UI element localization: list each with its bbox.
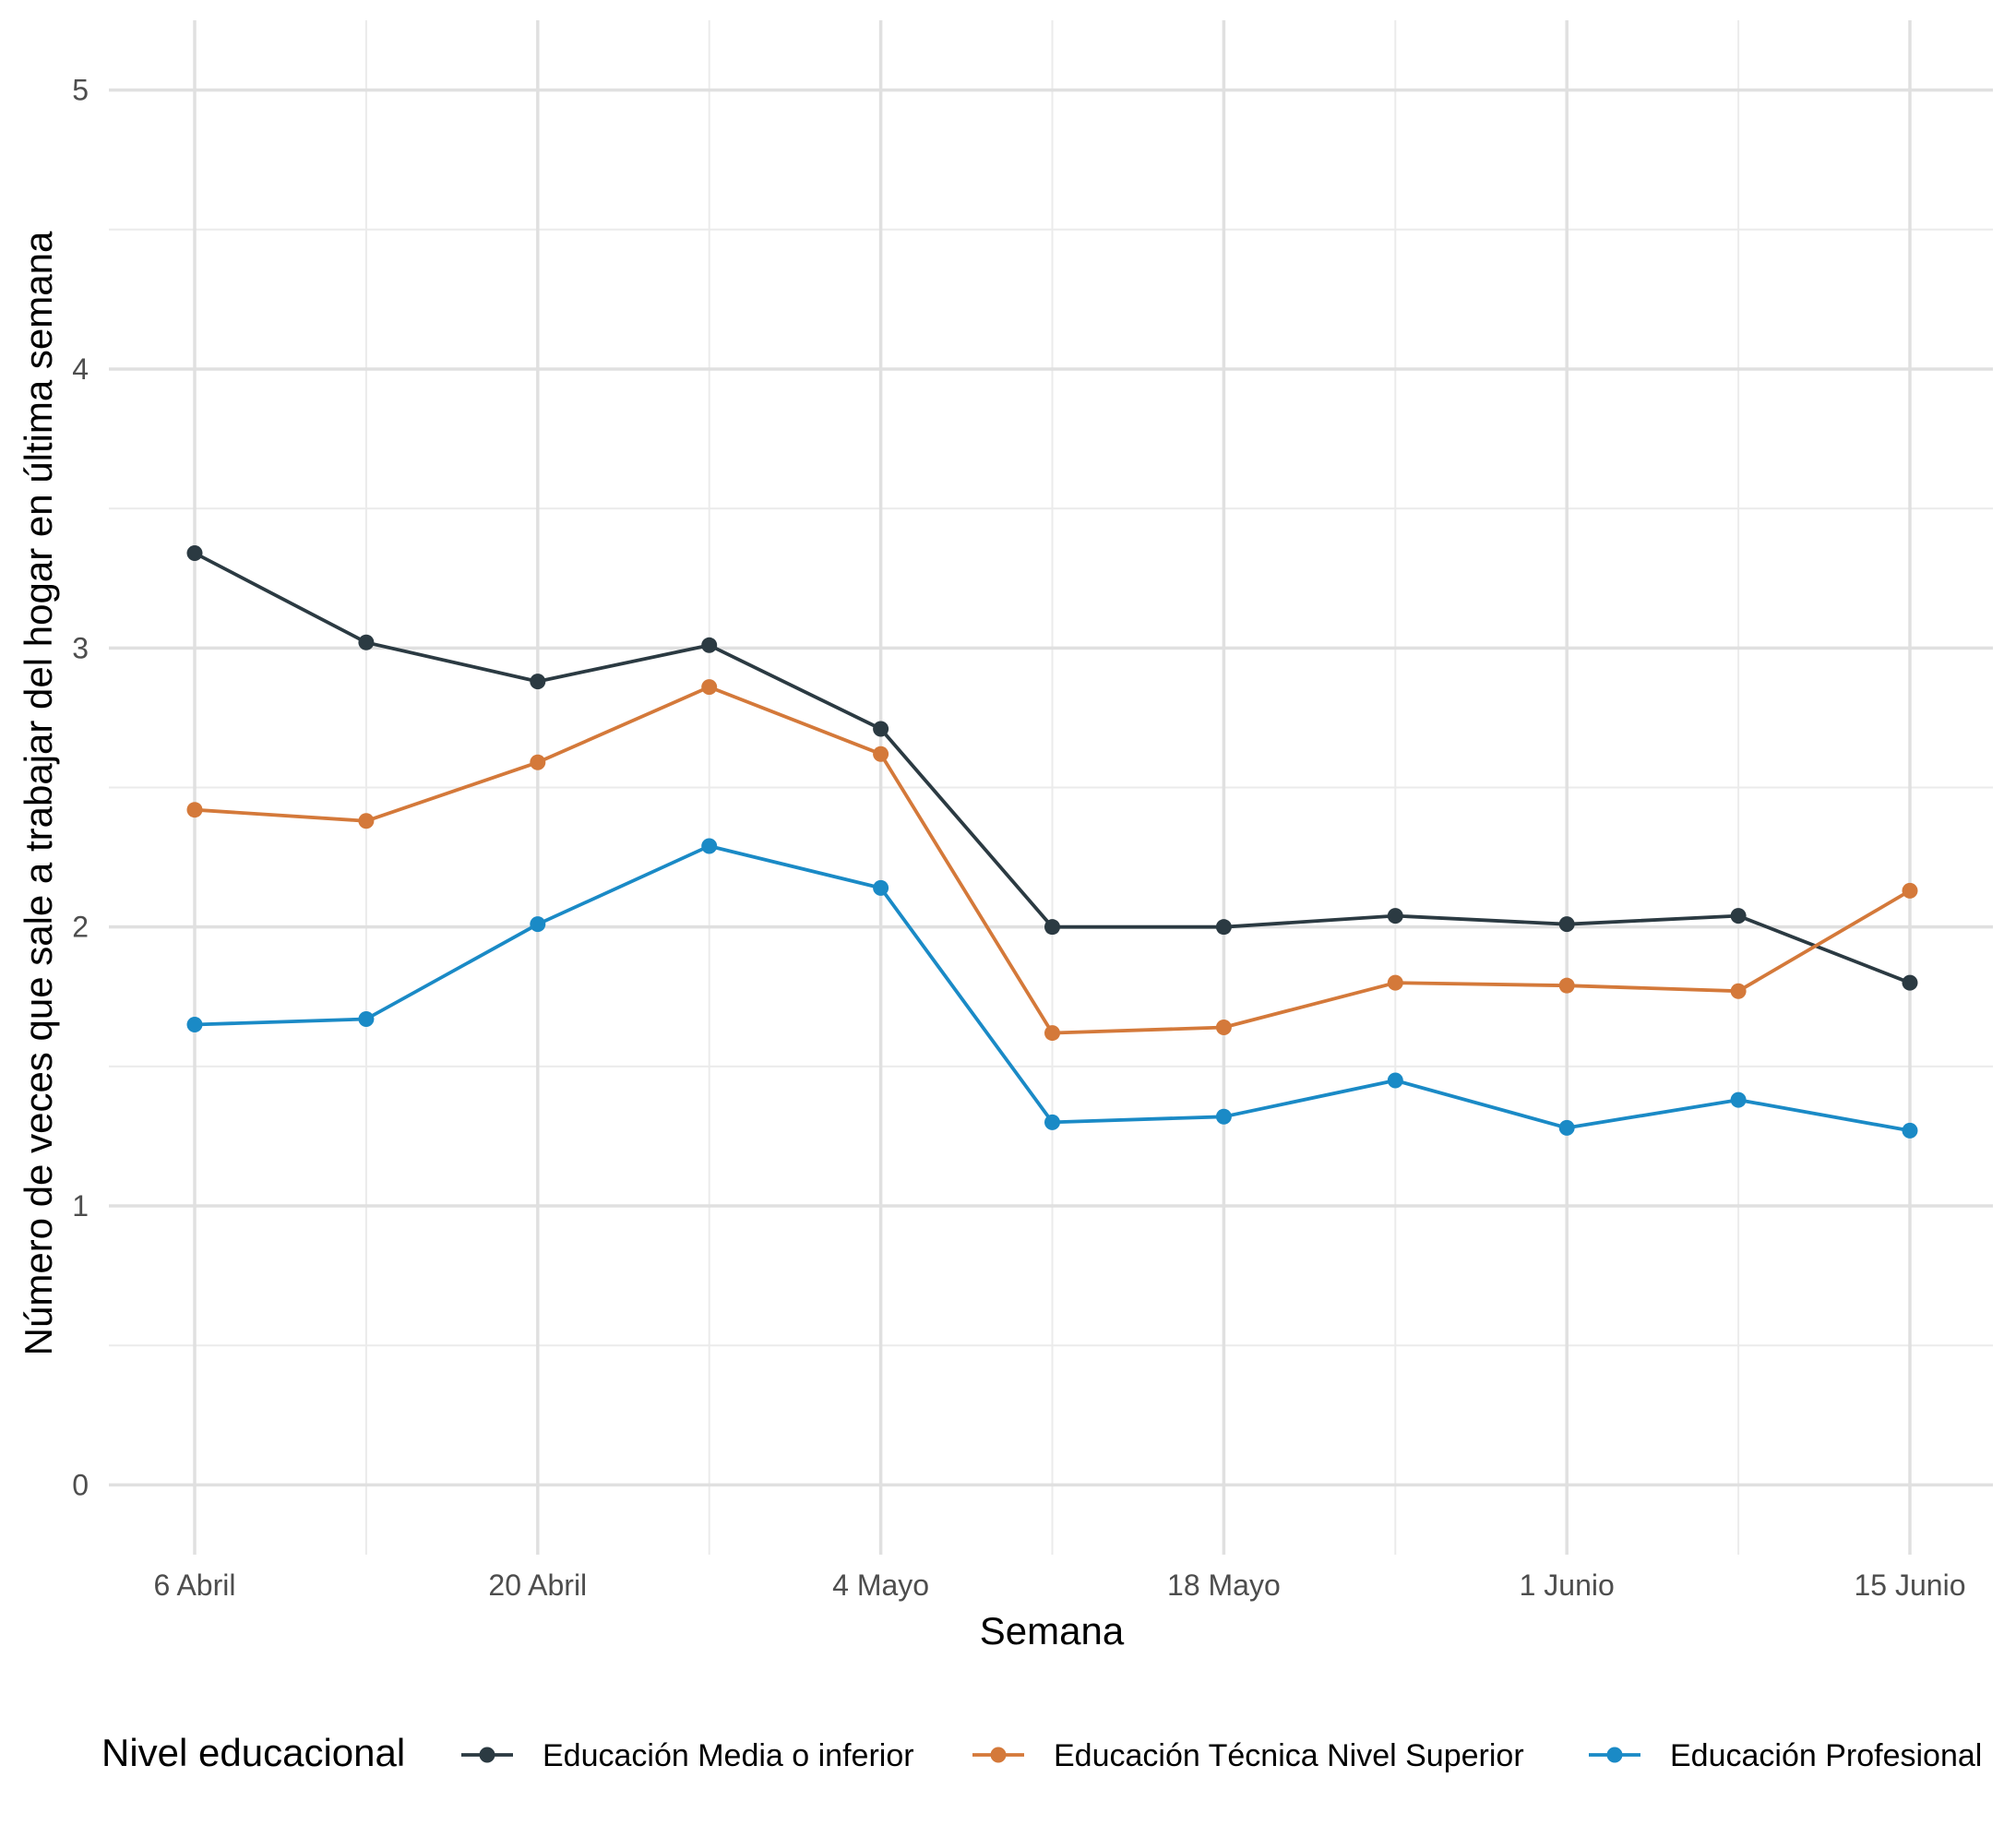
data-point — [1044, 919, 1060, 936]
data-point — [873, 746, 889, 762]
x-axis-title: Semana — [980, 1609, 1125, 1652]
data-point — [701, 838, 718, 854]
legend-item: Educación Técnica Nivel Superior — [972, 1738, 1524, 1773]
data-point — [1558, 977, 1575, 994]
data-point — [1215, 1020, 1232, 1036]
y-axis-tick-labels: 0 1 2 3 4 5 — [72, 74, 89, 1502]
data-point — [1215, 1108, 1232, 1125]
x-tick-label: 1 Junio — [1520, 1569, 1615, 1602]
data-point — [1387, 1072, 1403, 1089]
x-tick-label: 4 Mayo — [832, 1569, 929, 1602]
legend-item: Educación Media o inferior — [461, 1738, 914, 1773]
data-point — [186, 802, 203, 818]
x-tick-label: 15 Junio — [1855, 1569, 1966, 1602]
legend-items: Educación Media o inferior Educación Técn… — [461, 1738, 1982, 1773]
data-point — [186, 545, 203, 562]
data-point — [873, 879, 889, 896]
data-point — [1558, 1119, 1575, 1136]
legend-label: Educación Técnica Nivel Superior — [1054, 1738, 1524, 1773]
data-point — [1044, 1114, 1060, 1130]
legend-key-point — [990, 1747, 1007, 1763]
x-tick-label: 20 Abril — [488, 1569, 587, 1602]
x-tick-label: 18 Mayo — [1167, 1569, 1281, 1602]
data-point — [701, 637, 718, 653]
data-point — [1730, 983, 1747, 999]
y-tick-label: 2 — [72, 911, 89, 944]
data-point — [1044, 1025, 1060, 1042]
y-tick-label: 4 — [72, 352, 89, 386]
data-point — [186, 1017, 203, 1033]
legend-key-point — [479, 1747, 495, 1763]
data-point — [530, 674, 546, 690]
data-point — [1387, 908, 1403, 924]
y-tick-label: 0 — [72, 1468, 89, 1501]
series-points — [186, 545, 1918, 1139]
x-tick-label: 6 Abril — [154, 1569, 236, 1602]
legend: Nivel educacional Educación Media o infe… — [101, 1731, 1982, 1774]
legend-item: Educación Profesional — [1589, 1738, 1982, 1773]
minor-gridlines — [109, 20, 1993, 1555]
data-point — [358, 634, 375, 650]
data-point — [1730, 908, 1747, 924]
data-point — [1730, 1091, 1747, 1108]
x-axis-tick-labels: 6 Abril 20 Abril 4 Mayo 18 Mayo 1 Junio 15 Ju… — [154, 1569, 1966, 1602]
y-tick-label: 1 — [72, 1189, 89, 1223]
legend-label: Educación Media o inferior — [543, 1738, 914, 1773]
data-point — [358, 1010, 375, 1027]
data-point — [530, 754, 546, 770]
data-point — [873, 721, 889, 737]
y-tick-label: 3 — [72, 631, 89, 664]
data-point — [1215, 919, 1232, 936]
legend-label: Educación Profesional — [1670, 1738, 1982, 1773]
data-point — [1902, 1122, 1918, 1139]
data-point — [1387, 974, 1403, 991]
y-axis-title: Número de veces que sale a trabajar del … — [17, 231, 60, 1355]
data-point — [530, 916, 546, 933]
y-tick-label: 5 — [72, 74, 89, 107]
legend-title: Nivel educacional — [101, 1731, 405, 1774]
data-point — [701, 679, 718, 696]
data-point — [1558, 916, 1575, 933]
data-point — [1902, 882, 1918, 899]
data-point — [358, 813, 375, 829]
data-point — [1902, 974, 1918, 991]
legend-key-point — [1606, 1747, 1623, 1763]
